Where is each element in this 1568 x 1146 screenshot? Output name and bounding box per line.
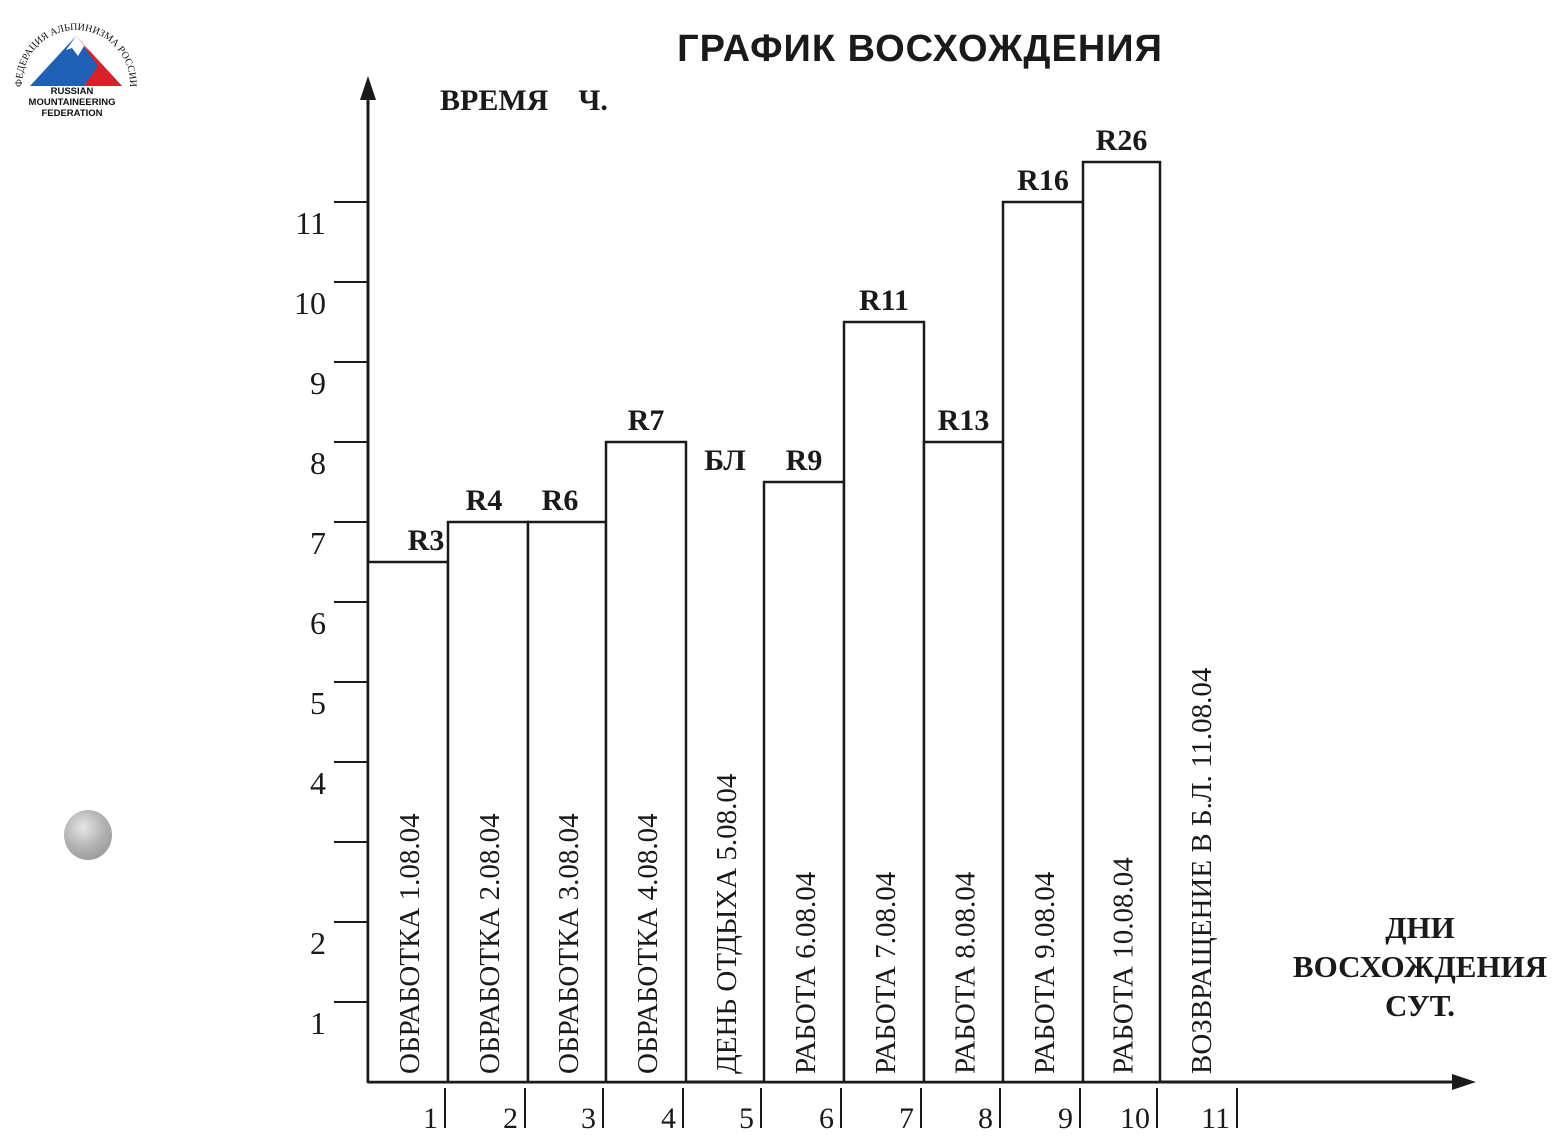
bar-day-3 xyxy=(526,520,608,1084)
bar-top-label-1: R3 xyxy=(408,524,445,557)
x-axis-label-line-1: ДНИ xyxy=(1385,910,1455,945)
x-tick-label-3: 3 xyxy=(581,1102,596,1135)
bar-top-label-3: R6 xyxy=(542,484,579,517)
y-tick-label-9: 9 xyxy=(310,365,326,401)
x-tick-label-5: 5 xyxy=(739,1102,754,1135)
bar-top-label-2: R4 xyxy=(466,484,503,517)
bar-day-1 xyxy=(366,560,450,1084)
x-axis-arrow-icon xyxy=(1452,1074,1476,1090)
logo-line-mountaineering: MOUNTAINEERING xyxy=(28,97,116,108)
x-tick-label-7: 7 xyxy=(899,1102,914,1135)
bar-caption-6: РАБОТА 6.08.04 xyxy=(790,871,822,1074)
bar-top-label-8: R13 xyxy=(938,404,990,437)
logo-line-federation: FEDERATION xyxy=(41,108,103,119)
y-tick-label-6: 6 xyxy=(310,605,326,641)
bar-day-6 xyxy=(762,480,846,1084)
y-tick-label-10: 10 xyxy=(294,285,326,321)
x-axis-label-line-3: СУТ. xyxy=(1384,988,1456,1023)
y-tick-label-7: 7 xyxy=(310,525,326,561)
x-tick-label-11: 11 xyxy=(1201,1102,1230,1135)
chart-title: ГРАФИК ВОСХОЖДЕНИЯ xyxy=(677,28,1163,70)
bar-caption-2: ОБРАБОТКА 2.08.04 xyxy=(474,813,506,1074)
bar-caption-9: РАБОТА 9.08.04 xyxy=(1029,871,1061,1074)
y-tick-label-5: 5 xyxy=(310,685,326,721)
bar-caption-5: ДЕНЬ ОТДЫХА 5.08.04 xyxy=(711,773,743,1074)
x-axis-label-line-2: ВОСХОЖДЕНИЯ xyxy=(1292,949,1548,984)
bar-day-4 xyxy=(604,440,688,1084)
bar-top-label-7: R11 xyxy=(859,284,909,317)
y-tick-label-1: 1 xyxy=(310,1005,326,1041)
rmf-logo: ФЕДЕРАЦИЯ АЛЬПИНИЗМА РОССИИ RUSSIAN MOUN… xyxy=(6,14,146,124)
y-tick-label-2: 2 xyxy=(310,925,326,961)
y-tick-label-11: 11 xyxy=(295,205,326,241)
bar-top-label-6: R9 xyxy=(786,444,823,477)
bar-caption-4: ОБРАБОТКА 4.08.04 xyxy=(632,813,664,1074)
bar-caption-7: РАБОТА 7.08.04 xyxy=(870,871,902,1074)
x-tick-label-1: 1 xyxy=(423,1102,438,1135)
logo-mountain-snow xyxy=(66,36,90,56)
mountain-emblem-icon: ФЕДЕРАЦИЯ АЛЬПИНИЗМА РОССИИ xyxy=(14,22,138,87)
y-tick-label-4: 4 xyxy=(310,765,326,801)
punch-hole xyxy=(64,810,112,860)
bar-day-10 xyxy=(1081,160,1162,1084)
bar-top-label-10: R26 xyxy=(1096,124,1148,157)
x-tick-label-4: 4 xyxy=(661,1102,676,1135)
x-tick-label-9: 9 xyxy=(1058,1102,1073,1135)
logo-mountain-red xyxy=(76,36,122,86)
bar-caption-3: ОБРАБОТКА 3.08.04 xyxy=(553,813,585,1074)
x-tick-label-2: 2 xyxy=(503,1102,518,1135)
bar-day-2 xyxy=(446,520,530,1084)
bar-caption-11: ВОЗВРАЩЕНИЕ В Б.Л. 11.08.04 xyxy=(1186,667,1218,1074)
x-axis-label: ДНИ ВОСХОЖДЕНИЯ СУТ. xyxy=(1272,908,1568,1025)
bar-caption-8: РАБОТА 8.08.04 xyxy=(950,871,982,1074)
bar-day-7 xyxy=(842,320,926,1084)
y-tick-label-8: 8 xyxy=(310,445,326,481)
bar-caption-10: РАБОТА 10.08.04 xyxy=(1108,857,1140,1074)
bar-day-9 xyxy=(1001,200,1085,1084)
y-axis-label: ВРЕМЯ Ч. xyxy=(440,84,608,117)
bar-top-label-4: R7 xyxy=(628,404,665,437)
bar-top-label-5: БЛ xyxy=(704,444,745,477)
bar-caption-1: ОБРАБОТКА 1.08.04 xyxy=(394,813,426,1074)
x-tick-label-10: 10 xyxy=(1120,1102,1150,1135)
logo-line-russian: RUSSIAN xyxy=(50,86,94,97)
y-axis-arrow-icon xyxy=(360,76,376,100)
x-tick-label-6: 6 xyxy=(819,1102,834,1135)
x-tick-label-8: 8 xyxy=(978,1102,993,1135)
bar-top-label-9: R16 xyxy=(1017,164,1069,197)
